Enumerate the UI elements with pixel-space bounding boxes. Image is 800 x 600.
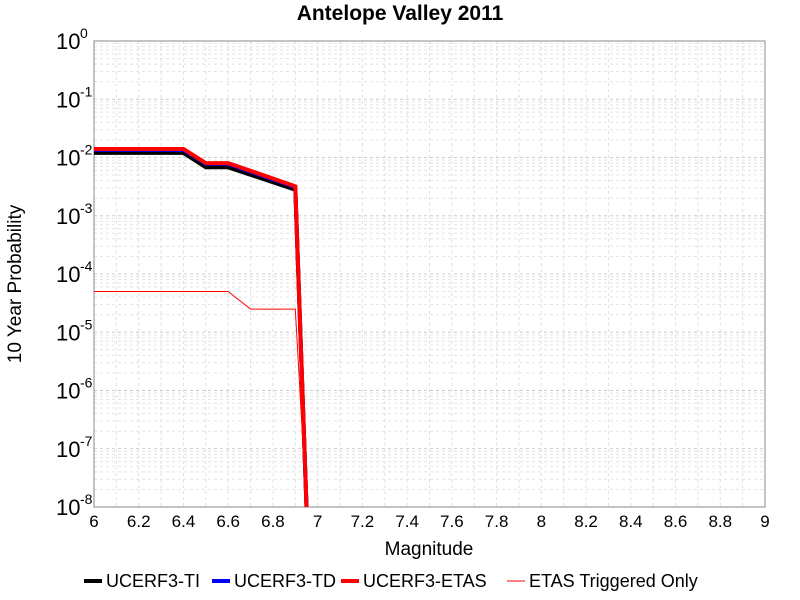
y-tick-label: 10 -4 xyxy=(56,258,93,287)
y-tick-base: 10 xyxy=(56,379,80,404)
y-tick-exponent: 0 xyxy=(80,25,88,41)
x-tick-label: 7.2 xyxy=(351,512,375,531)
legend-label-2: UCERF3-TD xyxy=(234,571,336,591)
legend: UCERF3-TI UCERF3-TD UCERF3-ETAS ETAS Trigge… xyxy=(84,571,698,591)
y-tick-base: 10 xyxy=(56,320,80,345)
series-line-3 xyxy=(94,147,309,508)
grid xyxy=(93,41,766,508)
x-tick-label: 6.8 xyxy=(261,512,285,531)
plot-frame xyxy=(93,40,766,508)
y-axis-label: 10 Year Probability xyxy=(5,204,26,363)
legend-label-3: UCERF3-ETAS xyxy=(363,571,487,591)
x-tick-label: 8.4 xyxy=(619,512,643,531)
y-tick-base: 10 xyxy=(56,204,80,229)
series-line-4 xyxy=(94,291,307,508)
y-tick-label: 10 -3 xyxy=(56,200,93,229)
x-tick-label: 8.8 xyxy=(708,512,732,531)
x-tick-label: 9 xyxy=(760,512,769,531)
y-tick-label: 10 -1 xyxy=(56,83,93,112)
x-tick-label: 8.6 xyxy=(664,512,688,531)
y-tick-base: 10 xyxy=(56,437,80,462)
y-tick-base: 10 xyxy=(56,495,80,520)
legend-label-4: ETAS Triggered Only xyxy=(529,571,698,591)
x-tick-label: 7 xyxy=(313,512,322,531)
x-axis-label: Magnitude xyxy=(385,539,474,560)
y-tick-label: 10 0 xyxy=(56,25,88,54)
y-tick-exponent: -6 xyxy=(80,375,93,391)
x-tick-label: 6.4 xyxy=(172,512,196,531)
x-tick-labels: 6 6.2 6.4 6.6 6.8 7 7.2 7.4 7.6 7.8 8 8.2 8.4 8.6 8.8 9 xyxy=(89,512,769,531)
y-tick-base: 10 xyxy=(56,262,80,287)
y-tick-base: 10 xyxy=(56,87,80,112)
y-tick-label: 10 -7 xyxy=(56,433,93,462)
y-tick-exponent: -2 xyxy=(80,142,93,158)
y-tick-exponent: -7 xyxy=(80,433,93,449)
legend-label-1: UCERF3-TI xyxy=(106,571,200,591)
chart-title: Antelope Valley 2011 xyxy=(297,2,504,25)
y-tick-base: 10 xyxy=(56,146,80,171)
y-tick-label: 10 -8 xyxy=(56,491,93,520)
y-tick-exponent: -8 xyxy=(80,491,93,507)
x-tick-label: 8.2 xyxy=(574,512,598,531)
x-tick-label: 6 xyxy=(89,512,98,531)
x-tick-label: 6.2 xyxy=(127,512,151,531)
y-tick-exponent: -1 xyxy=(80,83,93,99)
x-tick-label: 6.6 xyxy=(216,512,240,531)
x-tick-label: 7.4 xyxy=(395,512,419,531)
x-tick-label: 7.8 xyxy=(485,512,509,531)
y-tick-label: 10 -5 xyxy=(56,316,93,345)
x-tick-label: 7.6 xyxy=(440,512,464,531)
y-tick-exponent: -3 xyxy=(80,200,93,216)
y-tick-base: 10 xyxy=(56,29,80,54)
y-tick-exponent: -5 xyxy=(80,316,93,332)
y-tick-label: 10 -6 xyxy=(56,375,93,404)
y-tick-exponent: -4 xyxy=(80,258,93,274)
x-tick-label: 8 xyxy=(537,512,546,531)
y-tick-label: 10 -2 xyxy=(56,142,93,171)
series-layer xyxy=(94,147,309,508)
